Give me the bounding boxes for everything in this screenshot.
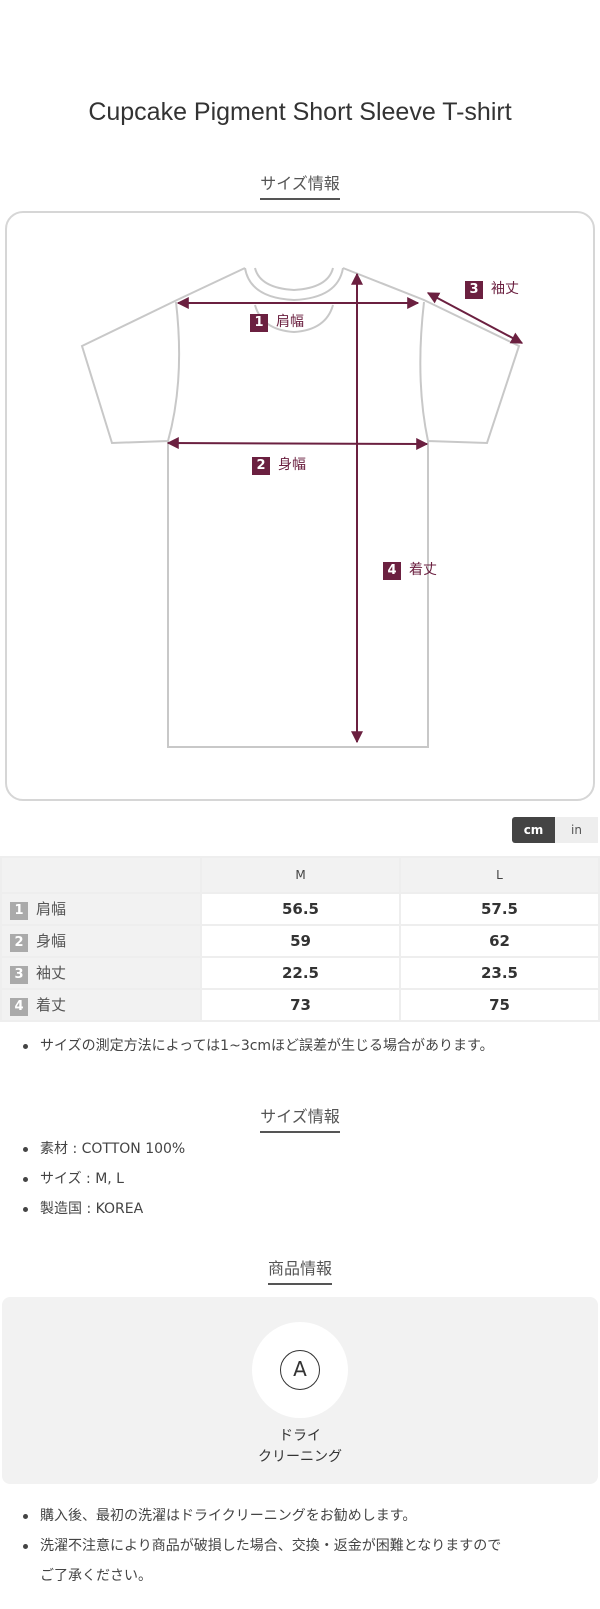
tshirt-diagram (80, 267, 524, 748)
table-row: 1 肩幅 56.5 57.5 (0, 892, 600, 926)
unit-in-button[interactable]: in (555, 817, 598, 843)
table-row: 2 身幅 59 62 (0, 924, 600, 958)
info-size: サイズ : M, L (0, 1164, 600, 1194)
size-note: サイズの測定方法によっては1~3cmほど誤差が生じる場合があります。 (0, 1031, 600, 1061)
label-length: 4 着丈 (383, 559, 437, 580)
label-shoulder: 1 肩幅 (250, 311, 304, 332)
sleeve-arrow (426, 292, 524, 344)
size-section-heading: サイズ情報 (0, 170, 600, 200)
care-note: 洗濯不注意により商品が破損した場合、交換・返金が困難となりますので (0, 1531, 600, 1561)
header-l: L (399, 856, 600, 894)
body-width-arrow (166, 437, 429, 450)
label-body-width: 2 身幅 (252, 454, 306, 475)
product-section-heading: 商品情報 (0, 1255, 600, 1285)
info-material: 素材 : COTTON 100% (0, 1134, 600, 1164)
info-origin: 製造国 : KOREA (0, 1194, 600, 1224)
label-sleeve: 3 袖丈 (465, 278, 519, 299)
table-row: 3 袖丈 22.5 23.5 (0, 956, 600, 990)
size-note-list: サイズの測定方法によっては1~3cmほど誤差が生じる場合があります。 (0, 1031, 600, 1061)
header-blank (0, 856, 202, 894)
unit-toggle: cm in (512, 817, 598, 843)
info-list: 素材 : COTTON 100% サイズ : M, L 製造国 : KOREA (0, 1134, 600, 1224)
care-label: ドライ クリーニング (258, 1428, 342, 1465)
care-note-cont: ご了承ください。 (40, 1568, 152, 1584)
tshirt-outline (80, 267, 521, 748)
info-section-heading: サイズ情報 (0, 1103, 600, 1133)
care-notes: 購入後、最初の洗濯はドライクリーニングをお勧めします。 洗濯不注意により商品が破… (0, 1501, 600, 1591)
care-note: 購入後、最初の洗濯はドライクリーニングをお勧めします。 (0, 1501, 600, 1531)
size-diagram (5, 211, 595, 801)
header-m: M (200, 856, 401, 894)
table-row: 4 着丈 73 75 (0, 988, 600, 1022)
unit-cm-button[interactable]: cm (512, 817, 555, 843)
product-title: Cupcake Pigment Short Sleeve T-shirt (88, 98, 512, 126)
dry-clean-icon: A (280, 1350, 320, 1390)
